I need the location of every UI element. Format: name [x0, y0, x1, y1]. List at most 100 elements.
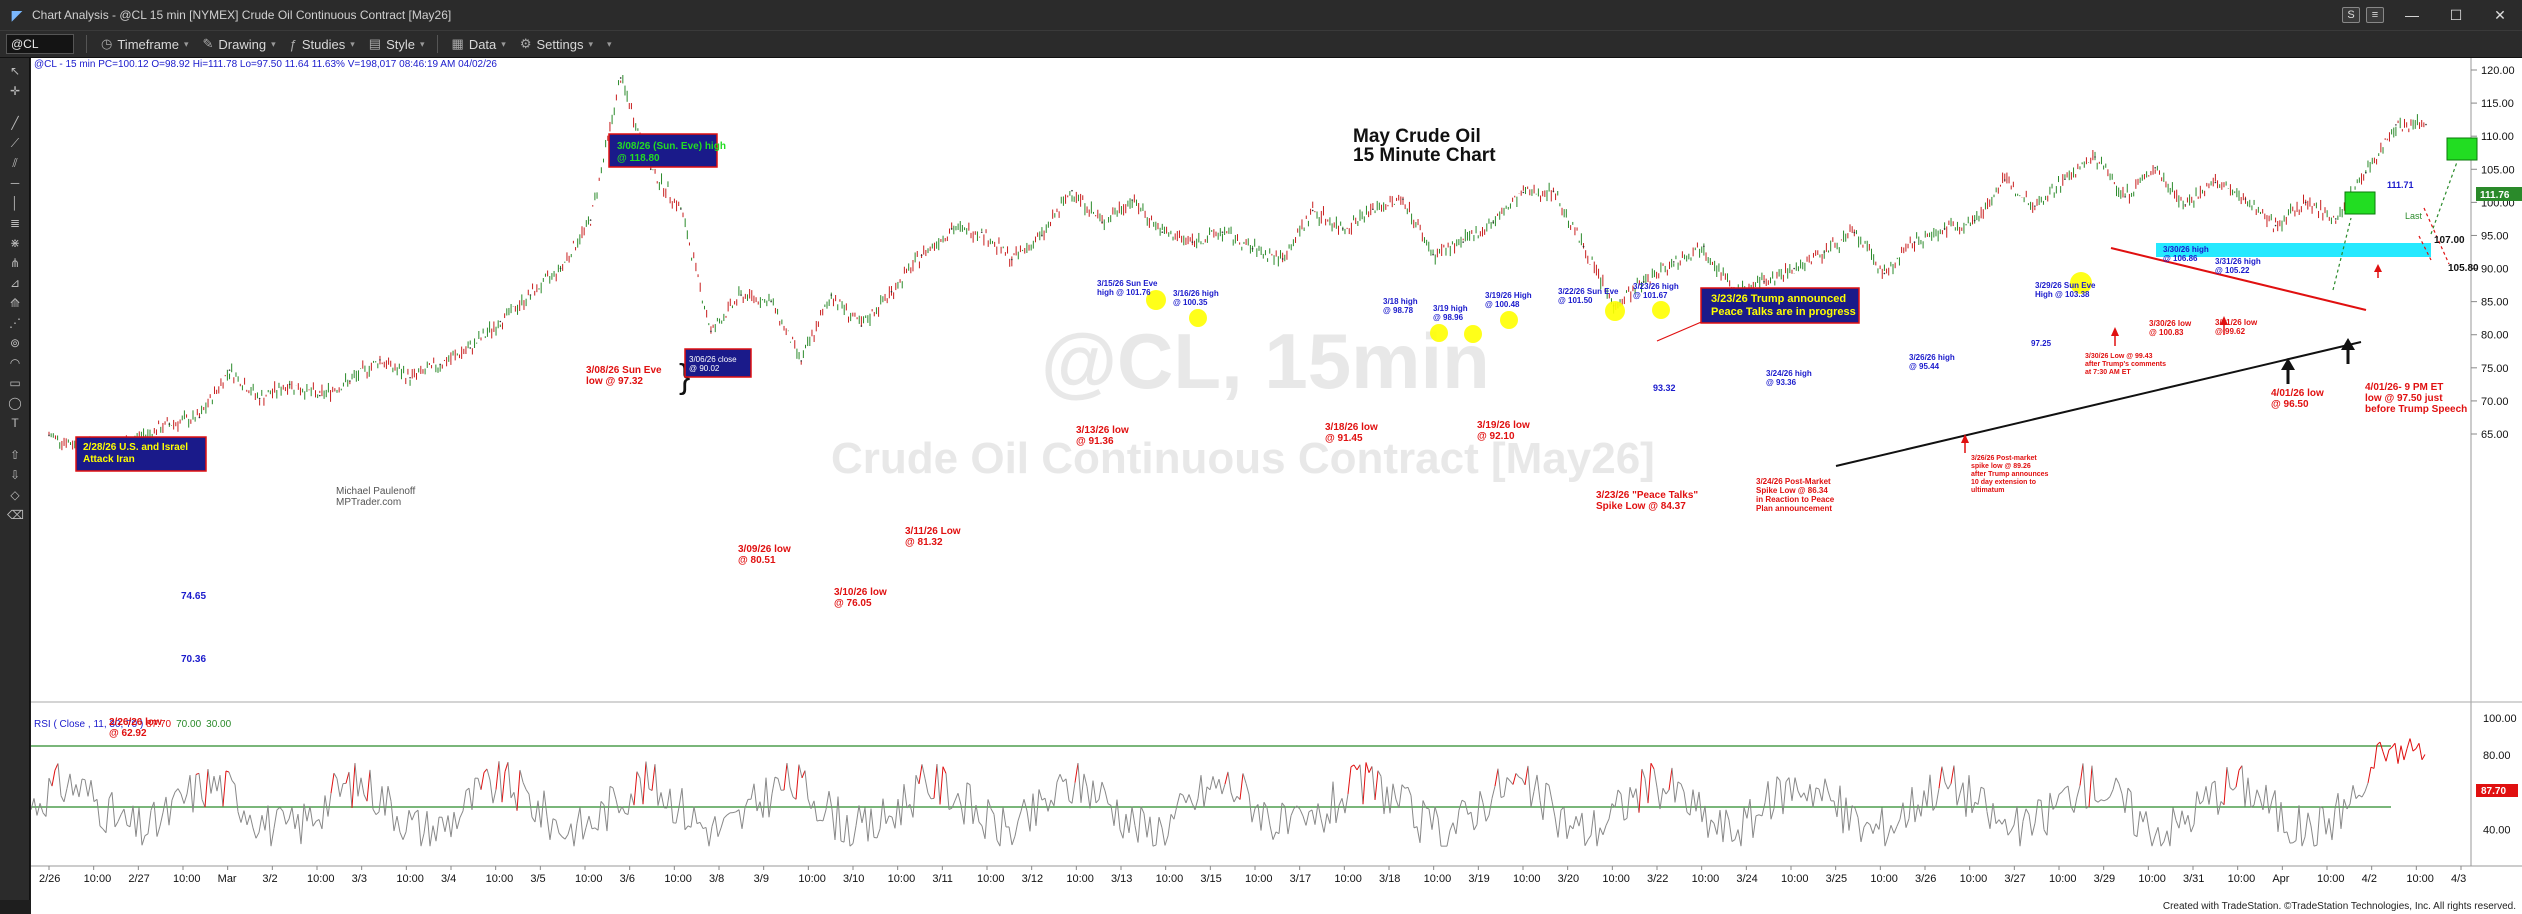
rsi-segment — [1104, 790, 1109, 804]
ellipse-icon[interactable]: ◯ — [8, 396, 22, 410]
rsi-segment — [1143, 813, 1148, 838]
rsi-segment — [558, 832, 563, 838]
rsi-segment — [1758, 814, 1763, 817]
annotation-line: @ 100.48 — [1485, 300, 1520, 309]
rsi-segment — [519, 769, 524, 783]
rsi-segment — [1575, 816, 1580, 827]
fibonacci-icon[interactable]: ≣ — [9, 216, 21, 230]
cursor-icon[interactable]: ↖ — [9, 64, 21, 78]
rsi-segment — [1095, 799, 1100, 804]
rsi-segment — [1410, 795, 1415, 828]
rsi-segment — [1710, 819, 1715, 824]
rsi-segment — [906, 803, 911, 809]
rsi-segment — [357, 777, 362, 797]
annotation-0401l: 4/01/26 low @ 96.50 — [2271, 388, 2324, 410]
rsi-segment — [447, 815, 452, 838]
rsi-segment — [2079, 763, 2084, 786]
maximize-button[interactable]: ☐ — [2449, 6, 2463, 23]
price-point — [2274, 224, 2277, 227]
vertical-line-icon[interactable]: │ — [11, 196, 19, 210]
speed-lines-icon[interactable]: ⟰ — [9, 296, 21, 310]
rsi-segment — [768, 793, 773, 818]
rsi-segment — [2187, 815, 2192, 833]
rsi-segment — [1008, 826, 1013, 846]
overflow-menu[interactable]: ▾ — [607, 39, 612, 50]
annotation-line: @ 90.02 — [689, 364, 720, 373]
rsi-segment — [687, 825, 692, 828]
style-menu[interactable]: ▤ Style ▾ — [369, 36, 425, 52]
rsi-segment — [171, 792, 176, 801]
rsi-segment — [891, 816, 896, 829]
rsi-segment — [1794, 777, 1799, 792]
price-point — [649, 168, 652, 171]
rsi-segment — [2205, 786, 2210, 805]
rsi-segment — [1146, 816, 1151, 838]
text-icon[interactable]: T — [11, 416, 19, 430]
rsi-segment — [87, 780, 92, 797]
fan-icon[interactable]: ⋰ — [9, 316, 21, 330]
annotation-line: 74.65 — [181, 591, 206, 602]
rsi-segment — [1917, 804, 1922, 817]
settings-menu[interactable]: ⚙ Settings ▾ — [520, 36, 593, 52]
symbol-input[interactable]: @CL — [6, 34, 74, 54]
rsi-segment — [1365, 762, 1370, 773]
trendline-icon[interactable]: ╱ — [11, 116, 19, 130]
time-tick-label: 3/5 — [530, 873, 545, 885]
annotation-0322: 3/22/26 Sun Eve @ 101.50 — [1558, 287, 1619, 305]
rsi-segment — [510, 792, 515, 799]
data-menu[interactable]: ▦ Data ▾ — [452, 36, 506, 52]
rsi-segment — [2301, 836, 2306, 847]
eraser-icon[interactable]: ⌫ — [7, 508, 24, 522]
rsi-segment — [42, 812, 47, 817]
arrow-down-icon[interactable]: ⇩ — [9, 468, 21, 482]
gann-icon[interactable]: ⋇ — [9, 236, 21, 250]
rsi-segment — [1893, 826, 1898, 834]
annotation-line: @ 81.32 — [905, 537, 943, 548]
arrow-up-icon[interactable]: ⇧ — [9, 448, 21, 462]
close-button[interactable]: ✕ — [2494, 6, 2506, 23]
horizontal-line-icon[interactable]: ─ — [10, 176, 20, 190]
rsi-segment — [2124, 788, 2129, 813]
price-chart[interactable]: @CL, 15min Crude Oil Continuous Contract… — [30, 58, 2522, 900]
rsi-segment — [1683, 791, 1688, 813]
timeframe-menu[interactable]: ◷ Timeframe ▾ — [101, 36, 189, 52]
rsi-segment — [894, 799, 899, 829]
rsi-segment — [387, 786, 392, 802]
rsi-segment — [2247, 777, 2252, 808]
price-point — [1311, 209, 1314, 212]
rsi-segment — [1224, 771, 1229, 785]
rsi-segment — [909, 804, 914, 818]
target-box — [2344, 191, 2376, 215]
rectangle-icon[interactable]: ▭ — [9, 376, 21, 390]
rsi-segment — [1398, 784, 1403, 808]
chart-area[interactable]: @CL, 15min Crude Oil Continuous Contract… — [30, 58, 2522, 900]
menu-button[interactable]: ≡ — [2366, 7, 2384, 23]
minimize-button[interactable]: — — [2405, 7, 2419, 23]
rsi-segment — [2409, 738, 2414, 752]
rsi-segment — [639, 778, 644, 805]
time-tick-label: 3/31 — [2183, 873, 2204, 885]
studies-menu[interactable]: ƒ Studies ▾ — [290, 37, 355, 52]
channel-icon[interactable]: ⫽ — [12, 156, 18, 170]
pitchfork-icon[interactable]: ⋔ — [9, 256, 21, 270]
rsi-segment — [1674, 781, 1679, 803]
time-tick-label: 3/26 — [1915, 873, 1936, 885]
rsi-segment — [99, 825, 104, 830]
shapes-icon[interactable]: ◇ — [10, 488, 20, 502]
price-point — [1883, 272, 1886, 275]
ray-icon[interactable]: ⟋ — [10, 136, 20, 150]
cycle-icon[interactable]: ⊚ — [9, 336, 21, 350]
arc-icon[interactable]: ◠ — [9, 356, 21, 370]
crosshair-icon[interactable]: ✛ — [9, 84, 21, 98]
rsi-segment — [1842, 797, 1847, 834]
regression-icon[interactable]: ⊿ — [9, 276, 21, 290]
price-point — [2244, 198, 2247, 200]
rsi-segment — [1110, 805, 1115, 826]
time-tick-label: 3/4 — [441, 873, 456, 885]
s-button[interactable]: S — [2342, 7, 2360, 23]
rsi-segment — [2040, 800, 2045, 830]
annotation-0311: 3/11/26 Low @ 81.32 — [905, 526, 961, 548]
rsi-segment — [1593, 810, 1598, 847]
rsi-segment — [1977, 787, 1982, 805]
drawing-menu[interactable]: ✎ Drawing ▾ — [203, 36, 276, 52]
